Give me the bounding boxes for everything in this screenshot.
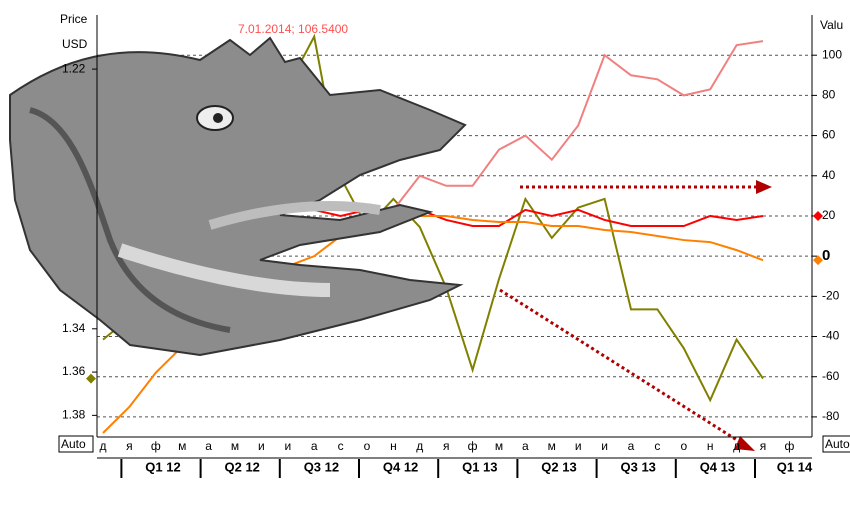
x-tick-label: и	[258, 439, 265, 453]
y2-tick-label: 80	[822, 88, 836, 102]
y-label: USD	[62, 37, 88, 51]
x-tick-label: о	[364, 439, 371, 453]
y2-tick-label: -60	[822, 369, 840, 383]
x-tick-label: и	[575, 439, 582, 453]
y2-tick-label: -40	[822, 329, 840, 343]
quarter-label: Q2 12	[224, 459, 259, 474]
x-tick-label: а	[205, 439, 212, 453]
x-tick-label: я	[760, 439, 767, 453]
x-tick-label: м	[548, 439, 556, 453]
x-tick-label: ф	[784, 439, 794, 453]
info-label: 7.01.2014; 106.5400	[238, 22, 348, 36]
x-tick-label: и	[601, 439, 608, 453]
quarter-label: Q2 13	[541, 459, 576, 474]
x-tick-label: с	[338, 439, 344, 453]
x-tick-label: и	[284, 439, 291, 453]
y2-tick-label: -20	[822, 289, 840, 303]
x-tick-label: м	[178, 439, 186, 453]
x-tick-label: ф	[468, 439, 478, 453]
x-tick-label: м	[231, 439, 239, 453]
y-tick-label: 1.34	[62, 321, 86, 335]
y-label: Price	[60, 12, 88, 26]
x-tick-label: о	[680, 439, 687, 453]
x-tick-label: м	[495, 439, 503, 453]
y2-label: Valu	[820, 18, 843, 32]
quarter-label: Q1 14	[777, 459, 813, 474]
auto-button-label[interactable]: Auto	[825, 437, 850, 451]
y2-tick-label: 0	[822, 247, 830, 264]
y-tick-label: 1.38	[62, 408, 86, 422]
x-tick-label: ф	[151, 439, 161, 453]
y-tick-label: 1.36	[62, 364, 86, 378]
chart: Price USD Valu 7.01.2014; 106.5400 Auto …	[0, 0, 850, 505]
x-tick-label: н	[707, 439, 714, 453]
x-tick-label: с	[654, 439, 660, 453]
y2-tick-label: 60	[822, 128, 836, 142]
quarter-label: Q1 13	[462, 459, 497, 474]
x-tick-label: н	[390, 439, 397, 453]
x-tick-label: д	[416, 439, 423, 453]
y2-tick-label: 40	[822, 168, 836, 182]
x-tick-label: а	[522, 439, 529, 453]
x-tick-label: д	[733, 439, 740, 453]
quarter-label: Q4 13	[700, 459, 735, 474]
auto-button-label[interactable]: Auto	[61, 437, 86, 451]
quarter-label: Q3 13	[620, 459, 655, 474]
x-tick-label: я	[443, 439, 450, 453]
y2-tick-label: 20	[822, 208, 836, 222]
quarter-label: Q4 12	[383, 459, 418, 474]
x-tick-label: д	[99, 439, 106, 453]
quarter-label: Q3 12	[304, 459, 339, 474]
y2-tick-label: 100	[822, 47, 842, 61]
y2-tick-label: -80	[822, 409, 840, 423]
x-tick-label: а	[311, 439, 318, 453]
y-tick-label: 1.22	[62, 61, 86, 75]
x-tick-label: а	[628, 439, 635, 453]
quarter-label: Q1 12	[145, 459, 180, 474]
x-tick-label: я	[126, 439, 133, 453]
